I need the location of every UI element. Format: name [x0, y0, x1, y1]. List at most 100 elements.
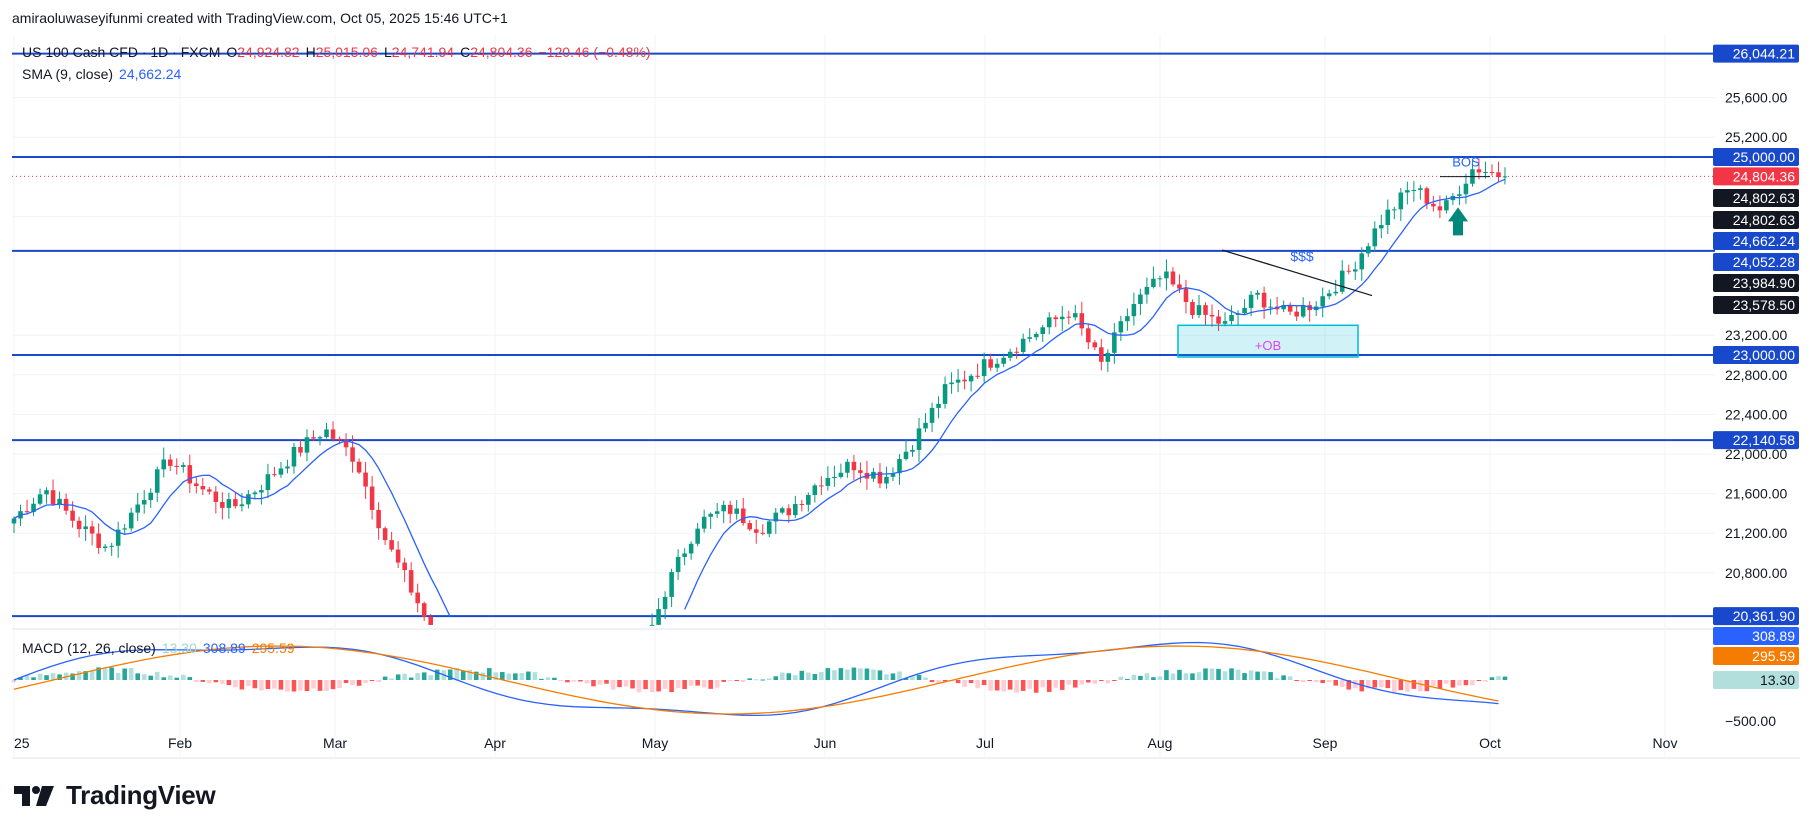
candle-body [877, 471, 883, 484]
candle-body [806, 494, 811, 505]
candle-body [721, 504, 726, 512]
macd-histogram-bar [714, 680, 720, 688]
candle-body [1131, 303, 1137, 317]
price-axis: 25,600.0025,200.0024,400.0023,200.0022,8… [1713, 44, 1799, 729]
macd-histogram-bar [610, 680, 616, 690]
candle-body [1476, 169, 1482, 173]
macd-histogram-bar [324, 680, 329, 691]
macd-histogram-bar [1274, 678, 1280, 680]
macd-histogram-bar [1372, 680, 1378, 688]
candle-body [376, 509, 381, 529]
macd-histogram-bar [994, 680, 1000, 691]
macd-histogram-bar [382, 676, 388, 680]
candle-body [1405, 190, 1410, 193]
high-label: H [305, 44, 316, 60]
price-legend: US 100 Cash CFD · 1D · FXCM O24,924.82 H25… [22, 44, 657, 60]
macd-histogram-bar [428, 675, 433, 680]
candle-body [83, 526, 88, 530]
candle-body [766, 521, 772, 534]
tradingview-logo-text: TradingView [66, 780, 216, 810]
macd-histogram-bar [154, 671, 160, 680]
macd-hist-value: 13.30 [161, 640, 197, 656]
macd-histogram-bar [278, 680, 284, 690]
macd-histogram-bar [506, 673, 512, 680]
candle-body [955, 379, 961, 383]
candle-body [1444, 200, 1449, 211]
macd-histogram-bar [1033, 680, 1039, 693]
macd-histogram-bar [109, 667, 114, 680]
macd-histogram-bar [1268, 672, 1273, 680]
macd-histogram-bar [688, 680, 694, 686]
candle-body [1014, 351, 1019, 353]
macd-histogram-bar [968, 680, 974, 684]
macd-histogram-bar [825, 668, 831, 680]
macd-histogram-bar [793, 675, 798, 680]
candle-body [1424, 188, 1430, 204]
candle-body [1242, 307, 1247, 314]
candle-body [740, 508, 746, 524]
candle-body [200, 486, 206, 490]
candle-body [981, 359, 987, 377]
macd-histogram-bar [167, 675, 173, 680]
candle-body [428, 616, 433, 625]
macd-histogram-bar [1086, 680, 1091, 683]
candle-body [688, 543, 694, 554]
macd-histogram-bar [1079, 680, 1085, 685]
macd-histogram-bar [734, 680, 739, 681]
macd-histogram-bar [24, 675, 30, 680]
macd-label-text: 13.30 [1760, 672, 1795, 688]
macd-histogram-bar [369, 680, 375, 681]
macd-histogram-bar [1496, 676, 1501, 680]
macd-histogram-bar [1411, 680, 1417, 689]
price-label-text: 20,361.90 [1733, 608, 1795, 624]
macd-histogram-bar [1294, 680, 1299, 681]
macd-histogram-bar [89, 670, 95, 680]
macd-histogram-bar [252, 680, 258, 689]
candle-body [1053, 317, 1059, 320]
candle-body [356, 461, 362, 473]
macd-histogram-bar [285, 680, 290, 692]
macd-histogram-bar [291, 680, 297, 692]
macd-histogram-bar [148, 675, 154, 680]
macd-histogram-bar [1170, 673, 1176, 680]
macd-histogram-bar [1489, 677, 1495, 680]
candle-body [695, 528, 700, 544]
macd-histogram-bar [1320, 680, 1325, 684]
macd-histogram-bar [1014, 680, 1019, 693]
candle-body [1483, 171, 1488, 173]
candle-body [363, 472, 368, 487]
candle-body [675, 556, 681, 573]
candle-body [1418, 188, 1423, 190]
candle-body [1040, 327, 1046, 335]
macd-histogram-bar [1190, 673, 1195, 680]
price-label-box [1713, 607, 1799, 626]
candle-body [890, 473, 896, 477]
y-tick-label: 22,400.00 [1725, 406, 1787, 422]
sma-segment [684, 178, 1506, 610]
candle-body [1144, 286, 1150, 295]
macd-histogram-bar [539, 678, 544, 680]
candle-body [1365, 246, 1371, 254]
macd-histogram-bar [350, 680, 355, 686]
macd-histogram-bar [1242, 673, 1247, 680]
candle-body [949, 382, 954, 385]
candle-body [962, 379, 967, 382]
close-value: 24,804.36 [470, 44, 533, 60]
macd-legend: MACD (12, 26, close) 13.30 308.89 295.59 [22, 640, 301, 656]
tradingview-logo[interactable]: TradingView [14, 780, 216, 811]
candle-body [1437, 206, 1443, 211]
symbol-label: US 100 Cash CFD · 1D · FXCM [22, 44, 221, 60]
candle-body [884, 476, 889, 484]
candle-body [324, 429, 329, 438]
close-label: C [460, 44, 471, 60]
macd-histogram-bar [1125, 678, 1130, 680]
candle-body [1066, 316, 1072, 318]
candle-body [311, 437, 316, 439]
macd-histogram-bar [389, 678, 394, 680]
candle-body [1203, 305, 1208, 315]
candle-body [402, 562, 407, 571]
macd-histogram-bar [1502, 676, 1508, 680]
macd-histogram-bar [1177, 669, 1182, 680]
candle-body [233, 499, 238, 507]
